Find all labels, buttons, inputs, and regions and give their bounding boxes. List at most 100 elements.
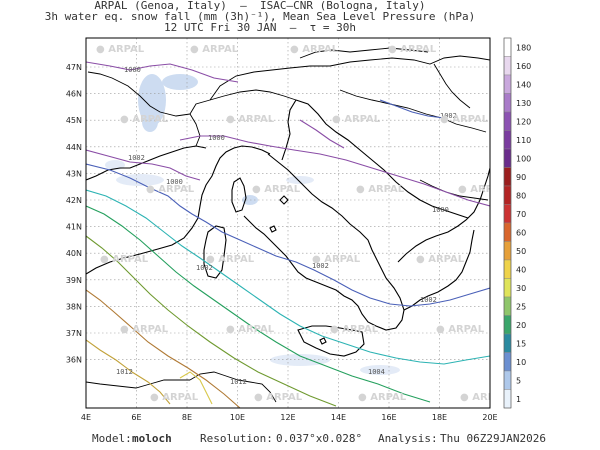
arpal-watermark: ● ARPAL bbox=[416, 254, 465, 265]
map-grid bbox=[86, 38, 490, 408]
colorbar-label: 30 bbox=[516, 284, 526, 293]
isobar-1000 bbox=[86, 61, 239, 83]
isobar-1012 bbox=[179, 371, 213, 405]
map-title: ARPAL (Genoa, Italy) — ISAC–CNR (Bologna… bbox=[0, 0, 520, 33]
corsica bbox=[231, 177, 247, 213]
isobars bbox=[86, 61, 490, 408]
lat-label: 46N bbox=[66, 90, 82, 99]
arpal-watermark: ● ARPAL bbox=[290, 44, 339, 55]
model-label: Model: bbox=[92, 432, 132, 445]
lat-label: 44N bbox=[66, 143, 82, 152]
colorbar-swatch bbox=[503, 333, 512, 353]
watermark-group: ● ARPAL ● ARPAL ● ARPAL ● ARPAL ● ARPAL ● ARP… bbox=[96, 44, 509, 403]
lon-label: 16E bbox=[381, 413, 396, 422]
isobar-1000 bbox=[179, 135, 490, 207]
arpal-watermark: ● ARPAL bbox=[458, 184, 507, 195]
colorbar-swatch bbox=[503, 130, 512, 150]
isobar-1004 bbox=[86, 189, 490, 365]
resolution-label: Resolution: bbox=[200, 432, 273, 445]
colorbar-swatch bbox=[503, 204, 512, 224]
colorbar-label: 120 bbox=[516, 117, 531, 126]
colorbar-label: 5 bbox=[516, 376, 521, 385]
isobar-label: 1012 bbox=[230, 378, 247, 386]
arpal-watermark: ● ARPAL bbox=[254, 392, 303, 403]
isobar-label: 1004 bbox=[368, 368, 385, 376]
colorbar-swatch bbox=[503, 370, 512, 390]
isobar-label: 1012 bbox=[116, 368, 133, 376]
arpal-watermark: ● ARPAL bbox=[312, 254, 361, 265]
colorbar-swatch bbox=[503, 93, 512, 113]
sicily bbox=[297, 325, 365, 357]
lon-label: 6E bbox=[131, 413, 141, 422]
colorbar-border bbox=[503, 37, 512, 409]
colorbar-swatch bbox=[503, 37, 512, 57]
analysis-value: Thu 06Z29JAN2026 bbox=[440, 432, 546, 445]
colorbar-label: 10 bbox=[516, 358, 526, 367]
islands bbox=[203, 177, 365, 357]
lat-label: 41N bbox=[66, 223, 82, 232]
title-line-2: 3h water eq. snow fall (mm (3h)⁻¹), Mean… bbox=[44, 10, 476, 23]
colorbar-label: 1 bbox=[516, 395, 521, 404]
isobar-label: 1002 bbox=[440, 112, 457, 120]
arpal-watermark: ● ARPAL bbox=[460, 392, 509, 403]
colorbar-label: 15 bbox=[516, 339, 526, 348]
isobar-1006 bbox=[86, 205, 431, 403]
title-line-1: ARPAL (Genoa, Italy) — ISAC–CNR (Bologna… bbox=[94, 0, 426, 12]
isobar-label: 1002 bbox=[128, 154, 145, 162]
colorbar-label: 90 bbox=[516, 173, 526, 182]
latitude-labels: 47N 46N 45N 44N 43N 42N 41N 40N 39N 38N 37N 36N bbox=[66, 63, 82, 365]
arpal-watermark: ● ARPAL bbox=[436, 324, 485, 335]
colorbar-label: 80 bbox=[516, 191, 526, 200]
colorbar-swatch bbox=[503, 259, 512, 279]
lon-label: 18E bbox=[432, 413, 447, 422]
lon-label: 10E bbox=[230, 413, 245, 422]
colorbar-swatch bbox=[503, 315, 512, 335]
colorbar-swatch bbox=[503, 352, 512, 372]
colorbar-swatch bbox=[503, 185, 512, 205]
sardinia bbox=[203, 225, 227, 279]
isobar-1012 bbox=[86, 339, 171, 405]
colorbar-swatch bbox=[503, 222, 512, 242]
arpal-watermark: ● ARPAL bbox=[150, 392, 199, 403]
colorbar-label: 130 bbox=[516, 99, 531, 108]
colorbar-label: 160 bbox=[516, 62, 531, 71]
isobar-label-group: 1000 1000 1000 1000 1002 1002 1002 1002 … bbox=[116, 66, 457, 386]
colorbar-swatch bbox=[503, 167, 512, 187]
arpal-watermark: ● ARPAL bbox=[226, 114, 275, 125]
colorbar-swatch bbox=[503, 296, 512, 316]
isobar-label: 1000 bbox=[208, 134, 225, 142]
title-line-3: 12 UTC Fri 30 JAN — τ = 30h bbox=[163, 21, 357, 34]
longitude-labels: 4E 6E 8E 10E 12E 14E 16E 18E 20E bbox=[81, 413, 498, 422]
lon-label: 12E bbox=[280, 413, 295, 422]
isobar-label: 1000 bbox=[124, 66, 141, 74]
colorbar-label: 70 bbox=[516, 210, 526, 219]
colorbar-label: 25 bbox=[516, 302, 526, 311]
isobar-1000 bbox=[299, 119, 345, 149]
isobar-1002 bbox=[86, 163, 490, 307]
colorbar-label: 110 bbox=[516, 136, 531, 145]
analysis-label: Analysis: bbox=[378, 432, 438, 445]
colorbar-label: 60 bbox=[516, 228, 526, 237]
isobar-label: 1000 bbox=[432, 206, 449, 214]
lat-label: 36N bbox=[66, 356, 82, 365]
colorbar: 1801601401301201101009080706050403025201… bbox=[503, 37, 531, 409]
isobar-label: 1002 bbox=[196, 264, 213, 272]
lon-label: 20E bbox=[482, 413, 497, 422]
lat-label: 40N bbox=[66, 249, 82, 258]
isobar-1000 bbox=[86, 149, 201, 181]
isobar-1008 bbox=[86, 235, 337, 407]
arpal-watermark: ● ARPAL bbox=[96, 44, 145, 55]
arpal-watermark: ● ARPAL bbox=[226, 324, 275, 335]
colorbar-label: 20 bbox=[516, 321, 526, 330]
borders bbox=[86, 47, 490, 403]
isobar-label: 1002 bbox=[420, 296, 437, 304]
isobar-1002 bbox=[379, 99, 445, 119]
colorbar-swatch bbox=[503, 56, 512, 76]
lat-label: 38N bbox=[66, 302, 82, 311]
colorbar-label: 180 bbox=[516, 43, 531, 52]
arpal-watermark: ● ARPAL bbox=[252, 184, 301, 195]
lat-label: 45N bbox=[66, 116, 82, 125]
lon-label: 14E bbox=[331, 413, 346, 422]
model-value: moloch bbox=[132, 432, 172, 445]
lon-label: 8E bbox=[182, 413, 192, 422]
